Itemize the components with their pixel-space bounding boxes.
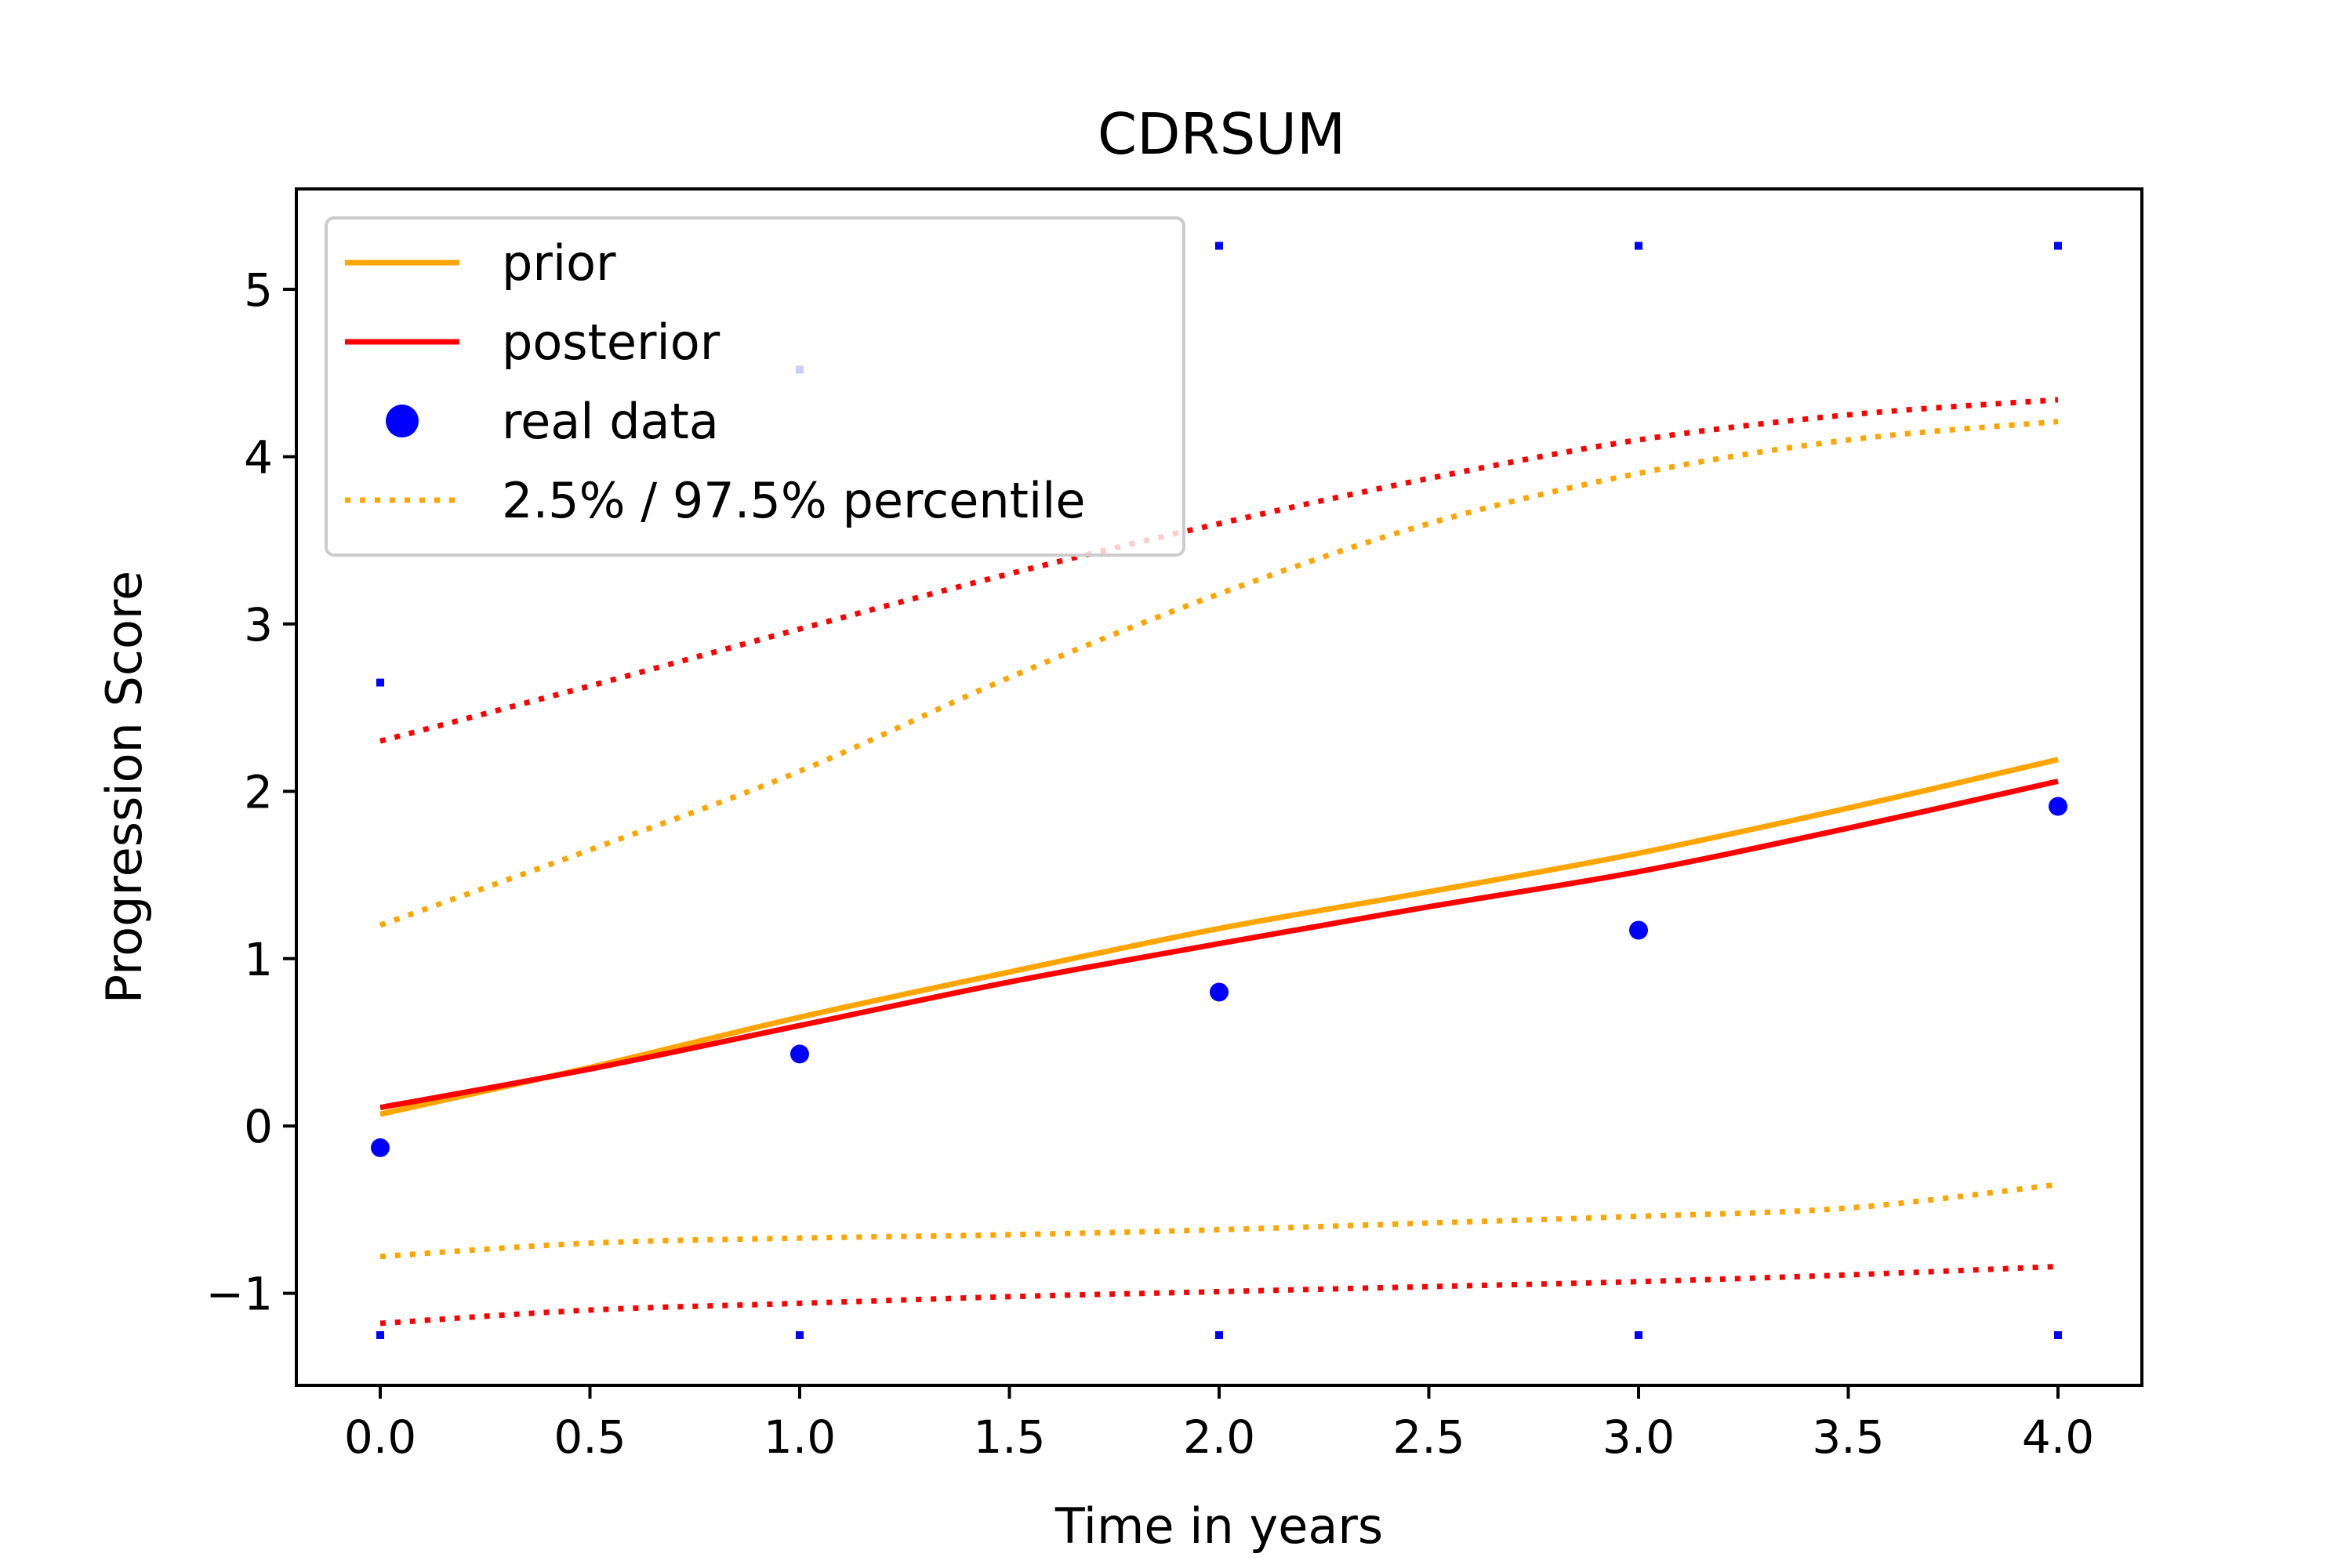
whisker-mark-7 — [1215, 1330, 1223, 1339]
whisker-mark-8 — [1635, 1330, 1642, 1339]
data-point-2 — [1210, 982, 1229, 1002]
y-tick-label-6: 5 — [244, 263, 273, 317]
data-point-1 — [790, 1044, 809, 1064]
whisker-mark-5 — [376, 1330, 384, 1339]
series-line-percentile-2 — [379, 397, 2059, 744]
legend-label-2-5-97-5-percentile: 2.5% / 97.5% percentile — [502, 472, 1086, 529]
series-line-posterior — [379, 779, 2059, 1111]
whisker-mark-3 — [1635, 241, 1642, 250]
x-tick-label-7: 3.5 — [1812, 1410, 1884, 1464]
data-point-3 — [1629, 920, 1648, 940]
whisker-mark-4 — [2054, 241, 2062, 250]
whisker-mark-9 — [2054, 1330, 2062, 1339]
x-axis: 0.0 0.5 1.0 1.5 2.0 2.5 3.0 3.5 4.0 — [344, 1385, 2094, 1464]
legend-swatch-real-data — [386, 405, 419, 437]
y-tick-label-1: 0 — [244, 1100, 273, 1153]
series-line-percentile-3 — [379, 1264, 2059, 1327]
x-tick-label-3: 1.5 — [973, 1410, 1045, 1464]
x-tick-label-1: 0.5 — [554, 1410, 626, 1464]
x-tick-label-4: 2.0 — [1183, 1410, 1255, 1464]
y-tick-label-4: 3 — [244, 598, 273, 652]
x-tick-label-5: 2.5 — [1392, 1410, 1465, 1464]
y-axis: −1 0 1 2 3 4 5 — [206, 263, 296, 1321]
legend: prior posterior real data 2.5% / 97.5% perc… — [325, 216, 1185, 557]
legend-label-real-data: real data — [502, 393, 719, 450]
legend-label-posterior: posterior — [502, 314, 720, 371]
data-point-4 — [2049, 797, 2067, 816]
data-point-0 — [371, 1138, 390, 1157]
chart-title: CDRSUM — [1098, 101, 1345, 167]
x-tick-label-6: 3.0 — [1602, 1410, 1675, 1464]
whisker-mark-2 — [1215, 241, 1223, 250]
x-axis-label: Time in years — [1054, 1497, 1383, 1555]
x-tick-label-8: 4.0 — [2022, 1410, 2094, 1464]
y-tick-label-2: 1 — [244, 933, 273, 986]
y-tick-label-0: −1 — [206, 1268, 274, 1321]
plot-area — [371, 241, 2067, 1339]
x-tick-label-2: 1.0 — [764, 1410, 836, 1464]
whisker-mark-0 — [376, 678, 384, 687]
legend-label-prior: prior — [502, 234, 616, 292]
y-axis-label: Progression Score — [96, 571, 153, 1004]
series-line-percentile-1 — [379, 1181, 2059, 1260]
y-tick-label-5: 4 — [244, 430, 273, 484]
y-tick-label-3: 2 — [244, 765, 273, 818]
legend-box — [325, 216, 1185, 557]
whisker-mark-6 — [796, 1330, 804, 1339]
series-line-prior — [379, 757, 2059, 1117]
x-tick-label-0: 0.0 — [344, 1410, 416, 1464]
